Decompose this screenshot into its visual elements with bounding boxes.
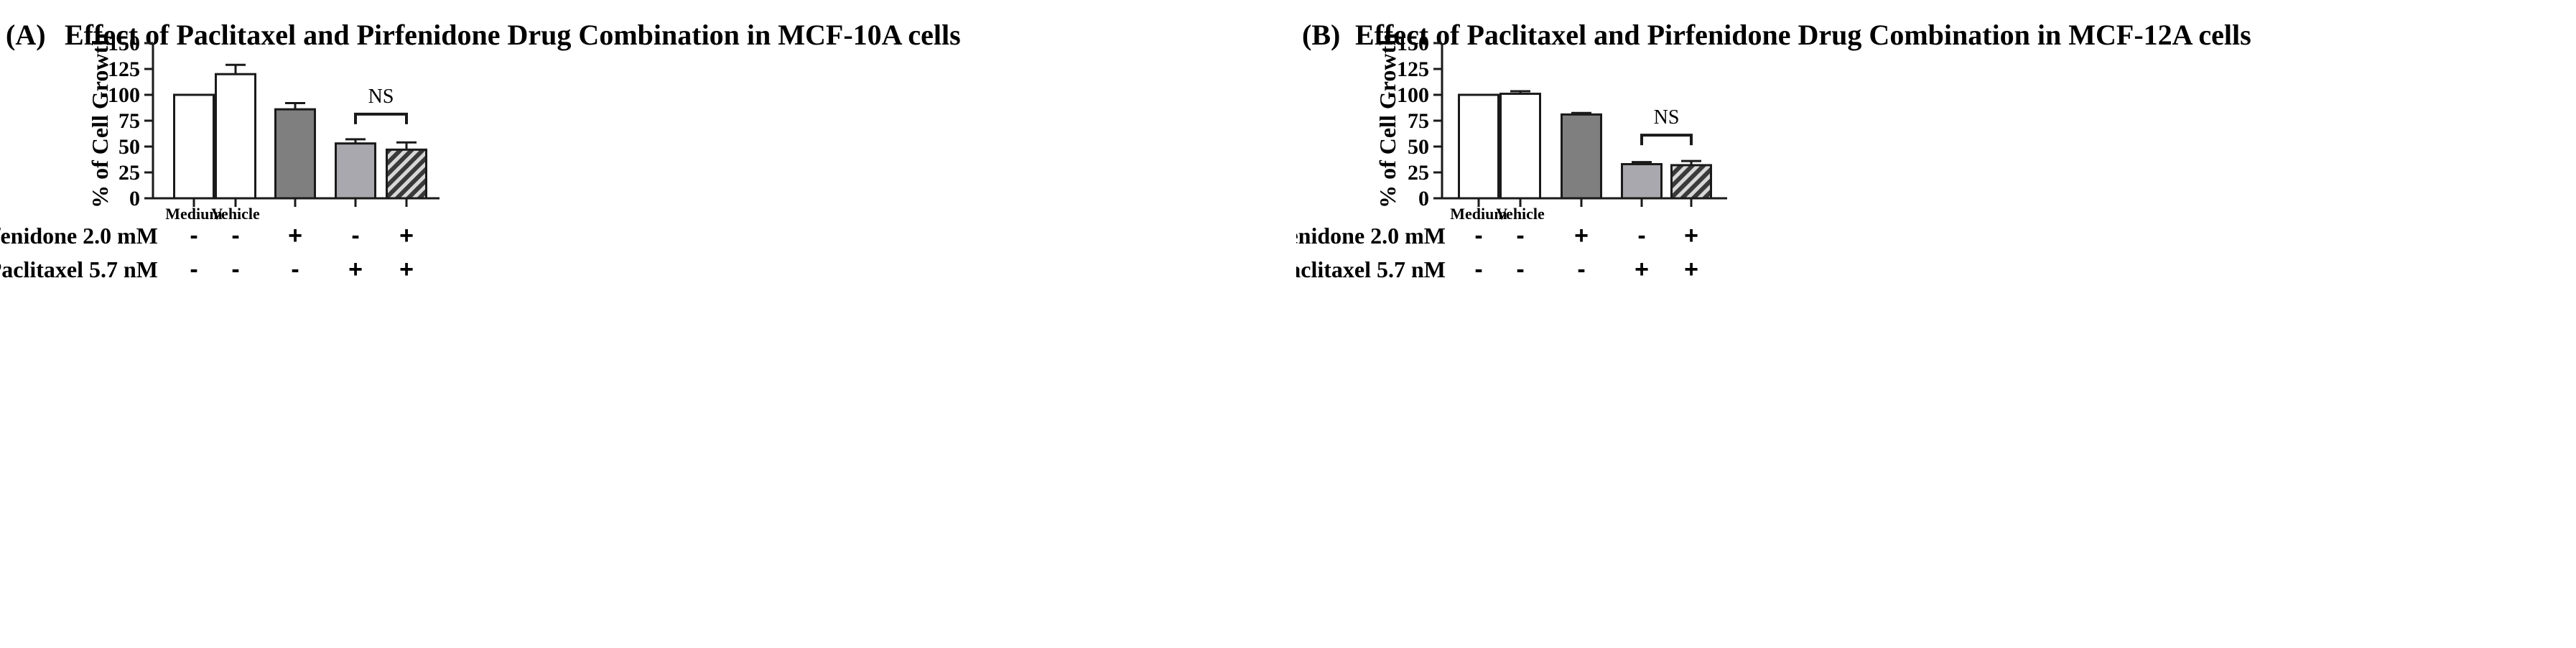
y-tick-label: 125: [108, 57, 140, 81]
treatment-label: Paclitaxel 5.7 nM: [0, 256, 158, 282]
treatment-sign: -: [190, 256, 197, 283]
y-axis-label: % of Cell Growth: [87, 33, 113, 208]
chart-title: Effect of Paclitaxel and Pirfenidone Dru…: [65, 19, 961, 51]
treatment-sign: -: [1577, 256, 1585, 283]
bar: [1458, 93, 1499, 200]
category-label: Vehicle: [211, 205, 260, 223]
y-tick-label: 50: [1408, 135, 1429, 159]
treatment-label: Pirfenidone 2.0 mM: [1296, 223, 1446, 249]
panel-b: (B) Effect of Paclitaxel and Pirfenidone …: [1296, 0, 2576, 648]
treatment-sign: +: [1635, 256, 1649, 283]
bar: [1621, 162, 1663, 200]
y-tick-label: 100: [108, 83, 140, 107]
treatment-sign: +: [1684, 256, 1698, 283]
treatment-sign: -: [1474, 222, 1482, 249]
treatment-sign: +: [348, 256, 363, 283]
significance-bracket: [354, 112, 408, 124]
chart-title: Effect of Paclitaxel and Pirfenidone Dru…: [1355, 19, 2251, 51]
y-tick-label: 25: [118, 161, 140, 185]
bar: [1499, 93, 1541, 200]
category-label: Medium: [1450, 205, 1507, 223]
significance-label: NS: [368, 85, 394, 108]
treatment-sign: -: [231, 256, 239, 283]
significance-bracket: [1640, 134, 1693, 146]
bar: [173, 93, 215, 200]
chart-a: (A) Effect of Paclitaxel and Pirfenidone …: [0, 19, 961, 283]
y-tick-label: 100: [1397, 83, 1429, 107]
treatment-sign: -: [231, 222, 239, 249]
panel-letter: (A): [6, 19, 46, 51]
treatment-label: Paclitaxel 5.7 nM: [1296, 256, 1446, 282]
treatment-sign: -: [351, 222, 359, 249]
y-axis-label: % of Cell Growth: [1375, 33, 1400, 208]
treatment-sign: -: [190, 222, 197, 249]
treatment-sign: -: [1516, 256, 1524, 283]
treatment-sign: +: [288, 222, 302, 249]
treatment-sign: -: [1637, 222, 1645, 249]
treatment-label: Pirfenidone 2.0 mM: [0, 223, 158, 249]
bar: [386, 148, 427, 200]
bar: [274, 108, 316, 200]
y-tick-label: 125: [1397, 57, 1429, 81]
y-tick-label: 0: [1418, 187, 1429, 210]
significance-label: NS: [1654, 106, 1680, 129]
panel-a: (A) Effect of Paclitaxel and Pirfenidone …: [0, 0, 1285, 648]
category-label: Vehicle: [1496, 205, 1545, 223]
panel-letter: (B): [1302, 19, 1340, 51]
bar: [1561, 113, 1602, 200]
y-tick-label: 75: [1408, 109, 1429, 133]
treatment-sign: -: [291, 256, 299, 283]
y-tick-label: 50: [118, 135, 140, 159]
treatment-sign: +: [1684, 222, 1698, 249]
y-tick-label: 75: [118, 109, 140, 133]
treatment-sign: -: [1474, 256, 1482, 283]
treatment-sign: -: [1516, 222, 1524, 249]
y-tick-label: 150: [108, 32, 140, 55]
y-tick-label: 150: [1397, 32, 1429, 55]
treatment-sign: +: [399, 222, 414, 249]
treatment-sign: +: [399, 256, 414, 283]
treatment-sign: +: [1574, 222, 1589, 249]
bar: [335, 142, 376, 200]
category-label: Medium: [165, 205, 222, 223]
y-tick-label: 0: [129, 187, 140, 210]
y-tick-label: 25: [1408, 161, 1429, 185]
chart-b: (B) Effect of Paclitaxel and Pirfenidone …: [1296, 19, 2251, 283]
bar: [1670, 164, 1712, 200]
bar: [215, 73, 256, 200]
